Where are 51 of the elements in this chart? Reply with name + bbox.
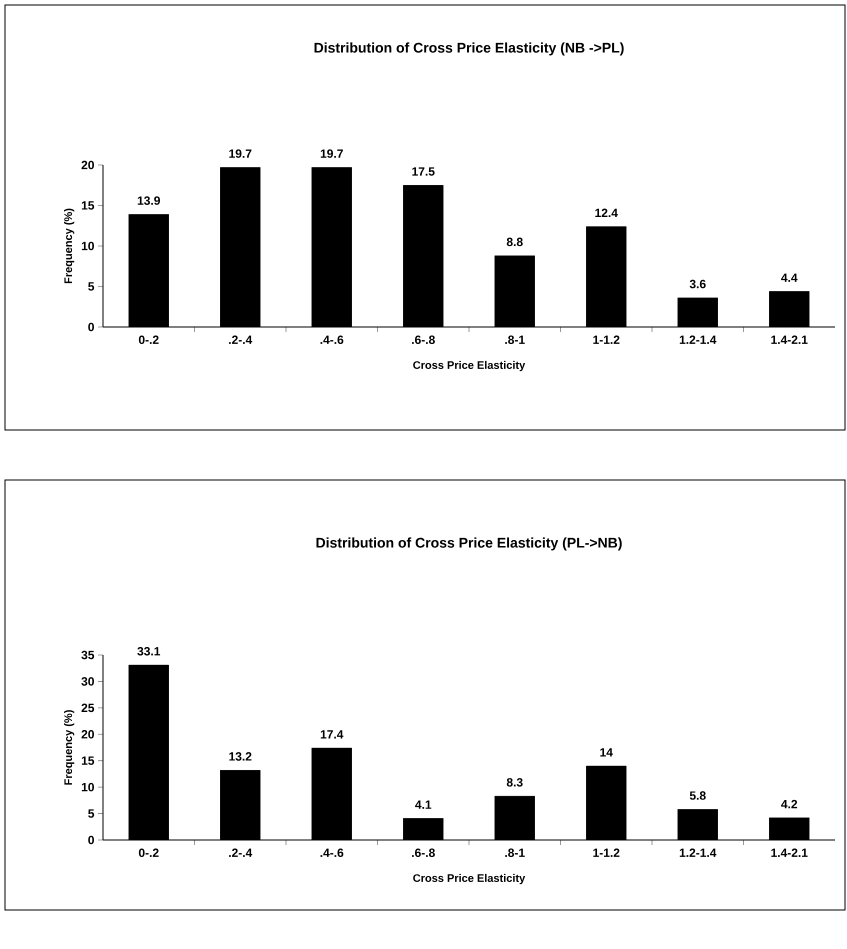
y-tick-label: 5	[88, 809, 94, 818]
y-tick-label: 0	[88, 322, 94, 332]
data-label: 13.9	[138, 196, 160, 205]
y-tick-label: 10	[82, 242, 94, 250]
x-tick-label: .6-.8	[412, 336, 435, 344]
x-tick-label: .2-.4	[229, 336, 252, 344]
data-label: 8.8	[506, 238, 523, 246]
y-tick-label: 15	[82, 756, 94, 765]
data-label: 3.6	[690, 280, 706, 288]
x-tick-label: 0-.2	[138, 848, 159, 858]
x-tick-label: .6-.8	[412, 848, 435, 858]
x-tick-label: 0-.2	[138, 336, 159, 344]
y-tick-label: 35	[81, 650, 94, 660]
data-label: 17.5	[412, 167, 435, 176]
data-label: 5.8	[690, 791, 706, 800]
x-axis-title: Cross Price Elasticity	[413, 360, 526, 372]
data-label: 8.3	[506, 778, 523, 787]
y-tick-label: 15	[82, 201, 94, 210]
data-label: 19.7	[320, 149, 343, 158]
x-tick-label: 1.4-2.1	[771, 848, 808, 857]
data-label: 33.1	[137, 646, 160, 656]
y-tick-label: 20	[82, 160, 94, 170]
x-tick-label: 1-1.2	[593, 848, 620, 857]
y-axis-title: Frequency (%)	[64, 710, 74, 785]
y-axis-title: Frequency (%)	[64, 208, 74, 284]
data-label: 17.4	[320, 730, 344, 738]
x-tick-label: .2-.4	[229, 848, 252, 857]
data-label: 19.7	[229, 149, 252, 158]
x-tick-label: 1.2-1.4	[680, 336, 716, 344]
data-label: 12.4	[595, 208, 618, 218]
y-tick-label: 30	[81, 677, 94, 686]
x-tick-label: .4-.6	[320, 336, 344, 344]
x-tick-label: .8-1	[505, 336, 525, 344]
data-label: 13.2	[229, 752, 252, 761]
x-tick-label: .4-.6	[320, 848, 344, 858]
data-label: 14	[600, 748, 613, 756]
data-label: 4.2	[781, 800, 798, 808]
y-tick-label: 0	[88, 836, 94, 844]
x-tick-label: 1.2-1.4	[680, 848, 716, 857]
x-tick-label: 1.4-2.1	[771, 336, 808, 344]
x-tick-label: .8-1	[505, 848, 525, 858]
x-axis-title: Cross Price Elasticity	[413, 874, 526, 884]
y-tick-label: 5	[88, 282, 94, 291]
data-label: 4.1	[415, 800, 432, 809]
y-tick-label: 20	[82, 730, 94, 739]
chart-title: Distribution of Cross Price Elasticity (NB ->PL)	[314, 42, 624, 56]
y-tick-label: 10	[82, 782, 94, 792]
x-tick-label: 1-1.2	[593, 336, 620, 344]
chart-title: Distribution of Cross Price Elasticity (PL->NB)	[316, 537, 622, 550]
data-label: 4.4	[781, 274, 798, 282]
y-tick-label: 25	[82, 704, 94, 712]
